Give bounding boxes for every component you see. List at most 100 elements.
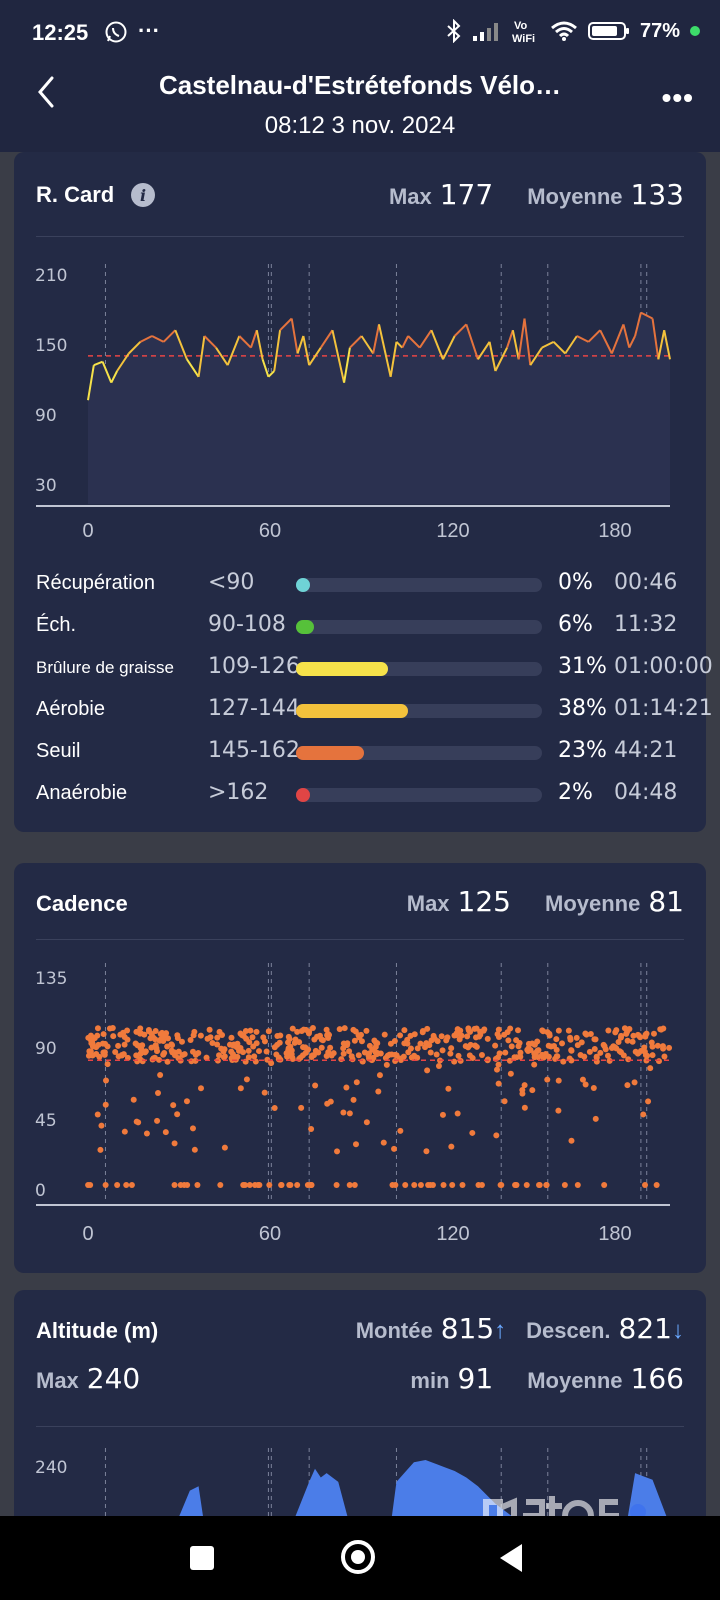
cadence-point [456, 1036, 463, 1043]
cadence-point [197, 1032, 204, 1039]
zone-time: 01:00:00 [614, 654, 713, 679]
cadence-point [484, 1035, 491, 1042]
cadence-point [389, 1182, 396, 1188]
cadence-point [100, 1031, 107, 1038]
hr-line-segment [541, 340, 555, 349]
cadence-point [308, 1182, 315, 1188]
cadence-point [241, 1182, 248, 1188]
cadence-point [621, 1025, 628, 1032]
cadence-point [179, 1052, 186, 1059]
cadence-point [289, 1025, 296, 1032]
heart-rate-chart[interactable] [14, 252, 706, 522]
hr-line-segment [465, 324, 479, 360]
system-back-button[interactable] [500, 1544, 522, 1572]
home-button[interactable] [341, 1540, 375, 1574]
cadence-point [245, 1047, 252, 1054]
altitude-max-value: 240 [86, 1362, 141, 1395]
altitude-chart[interactable] [14, 1440, 706, 1530]
cadence-point [534, 1047, 541, 1054]
cadence-point [98, 1122, 105, 1129]
zone-bar-track [296, 620, 542, 634]
cadence-point [654, 1042, 661, 1049]
cadence-point [429, 1182, 436, 1188]
cadence-point [346, 1182, 353, 1188]
cadence-point [319, 1037, 326, 1044]
cadence-point [430, 1032, 437, 1039]
cadence-point [625, 1056, 632, 1063]
more-options-icon[interactable]: ••• [661, 82, 694, 113]
cadence-point [323, 1053, 330, 1060]
cadence-point [90, 1034, 97, 1041]
cadence-point [351, 1182, 358, 1188]
page-header: Castelnau-d'Estrétefonds Vélo… 08:12 3 n… [0, 62, 720, 152]
cadence-point [251, 1053, 258, 1060]
hr-line-segment [523, 318, 532, 366]
hr-line-segment [529, 347, 543, 366]
cadence-point [169, 1049, 176, 1056]
cadence-point [493, 1132, 500, 1139]
cadence-point [444, 1034, 451, 1041]
altitude-min-value: 91 [457, 1362, 494, 1395]
cadence-point [519, 1086, 526, 1093]
cadence-point [94, 1111, 101, 1118]
cadence-point [130, 1096, 137, 1103]
cadence-point [635, 1032, 642, 1039]
cadence-point [171, 1140, 178, 1147]
cadence-point [629, 1038, 636, 1045]
cadence-point [174, 1032, 181, 1039]
cadence-point [579, 1076, 586, 1083]
cadence-point [348, 1053, 355, 1060]
cadence-point [524, 1046, 531, 1053]
zone-row: Récupération <90 0% 00:46 [36, 570, 696, 600]
recent-apps-button[interactable] [190, 1546, 214, 1570]
cadence-point [191, 1146, 198, 1153]
hr-line-segment [552, 341, 566, 355]
cadence-point [381, 1031, 388, 1038]
cadence-point [380, 1139, 387, 1146]
cadence-avg-label: Moyenne [545, 891, 641, 916]
altitude-max-label: Max [36, 1368, 79, 1393]
cadence-point [271, 1105, 278, 1112]
cadence-point [94, 1025, 101, 1032]
hr-line-segment [634, 312, 642, 337]
cadence-point [383, 1061, 390, 1068]
info-icon[interactable]: i [130, 182, 156, 208]
zone-range: >162 [208, 780, 269, 805]
hr-line-segment [128, 341, 142, 355]
cadence-point [512, 1182, 519, 1188]
cadence-point [181, 1182, 188, 1188]
cadence-point [555, 1077, 562, 1084]
cadence-point [531, 1061, 538, 1068]
cadence-point [404, 1040, 411, 1047]
cadence-point [353, 1079, 360, 1086]
hr-divider [36, 236, 684, 237]
cadence-point [513, 1037, 520, 1044]
zone-row: Seuil 145-162 23% 44:21 [36, 738, 696, 768]
zone-bar-fill [296, 620, 314, 634]
cadence-point [228, 1048, 235, 1055]
hr-line-segment [302, 335, 311, 366]
cadence-point [351, 1037, 358, 1044]
altitude-avg-value: 166 [630, 1362, 684, 1395]
zone-name: Seuil [36, 740, 81, 762]
cadence-chart[interactable] [14, 953, 706, 1223]
hr-line-segment [651, 318, 660, 360]
hr-avg-label: Moyenne [527, 184, 623, 209]
altitude-y-tick: 240 [35, 1458, 68, 1478]
hr-line-segment [273, 330, 282, 372]
cadence-point [263, 1048, 270, 1055]
zone-bar-track [296, 704, 542, 718]
cadence-point [386, 1051, 393, 1058]
cadence-point [110, 1033, 117, 1040]
cadence-point [214, 1034, 221, 1041]
cadence-point [631, 1079, 638, 1086]
hr-line-segment [162, 329, 177, 343]
whatsapp-icon [105, 21, 127, 43]
cadence-point [114, 1182, 121, 1188]
cadence-title: Cadence [36, 891, 128, 916]
back-icon[interactable] [30, 72, 62, 112]
cadence-point [246, 1182, 253, 1188]
cadence-point [101, 1051, 108, 1058]
altitude-min-label: min [410, 1368, 450, 1393]
cadence-point [449, 1182, 456, 1188]
